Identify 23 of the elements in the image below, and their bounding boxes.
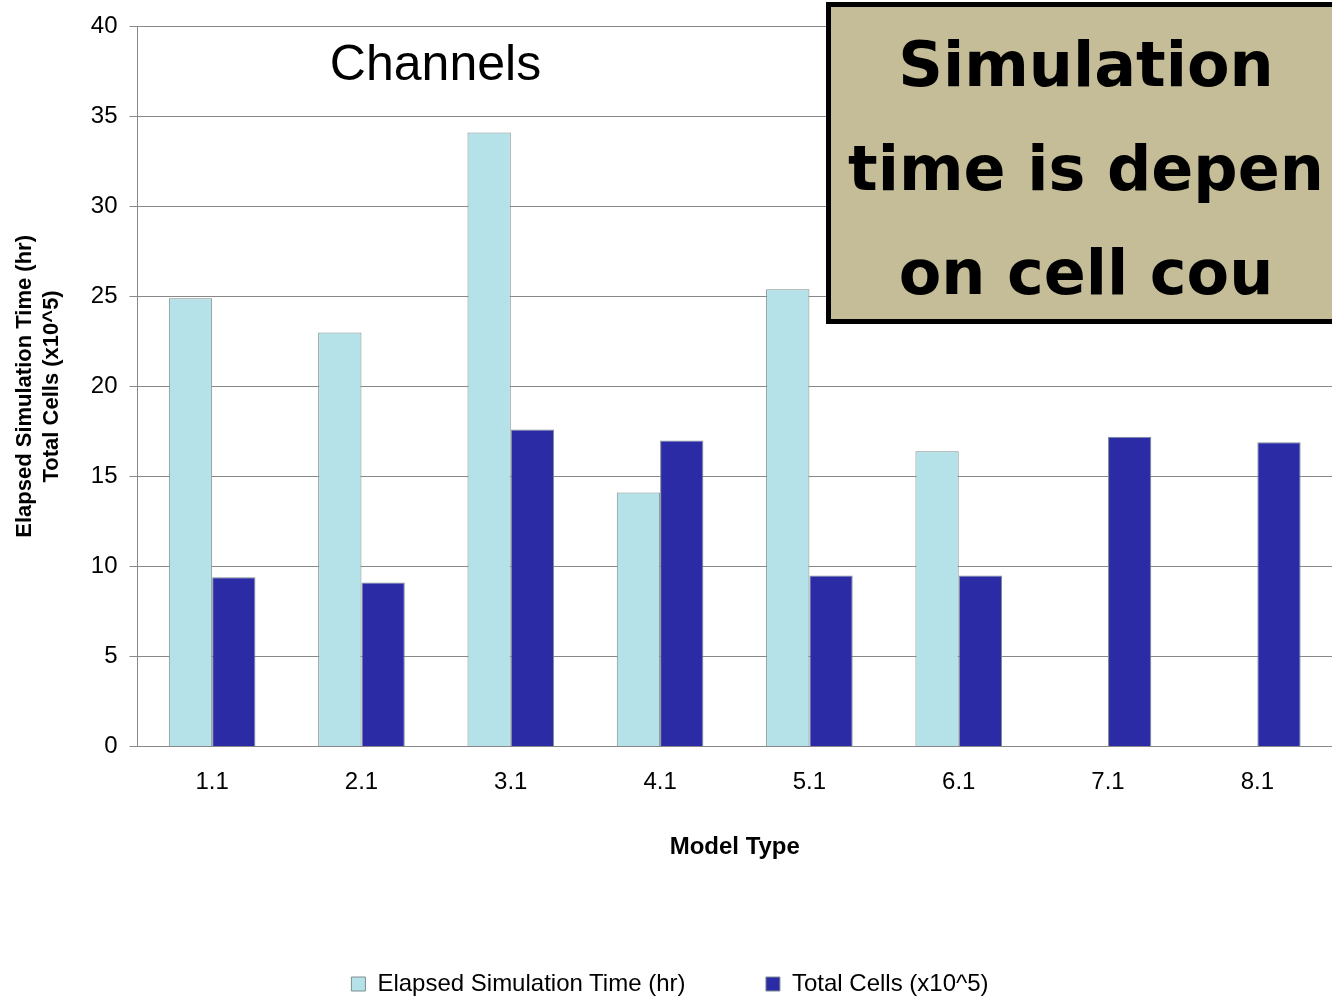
legend-label: Total Cells (x10^5): [791, 968, 989, 996]
x-tick-label: 7.1: [1091, 767, 1125, 795]
y-tick-label: 10: [90, 551, 118, 579]
x-tick-label: 4.1: [643, 767, 677, 795]
x-axis-title: Model Type: [669, 832, 800, 860]
y-tick-label: 35: [90, 101, 118, 129]
x-tick-label: 1.1: [195, 767, 229, 795]
legend-label: Elapsed Simulation Time (hr): [377, 968, 686, 996]
y-tick-label: 0: [104, 731, 118, 759]
y-axis-title: Elapsed Simulation Time (hr) Total Cells (x10^5): [11, 235, 63, 538]
annotation: Channels: [329, 35, 542, 92]
y-tick-label: 5: [104, 641, 118, 669]
y-tick-label: 20: [90, 371, 118, 399]
x-tick-label: 8.1: [1240, 767, 1275, 795]
x-tick-label: 3.1: [494, 767, 528, 795]
x-tick-label: 2.1: [344, 767, 379, 795]
y-tick-label: 15: [90, 461, 118, 489]
y-tick-label: 25: [90, 281, 118, 309]
x-tick-label: 5.1: [792, 767, 827, 795]
y-tick-label: 30: [90, 191, 118, 219]
annotation: Simulation time is depen on cell cou: [826, 2, 1332, 324]
x-tick-label: 6.1: [942, 767, 976, 795]
y-tick-label: 40: [90, 11, 118, 39]
